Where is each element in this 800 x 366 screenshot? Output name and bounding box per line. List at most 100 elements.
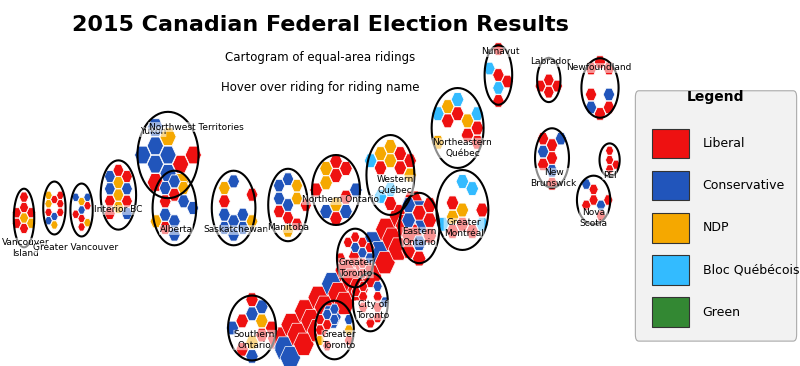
Polygon shape	[320, 205, 333, 219]
Polygon shape	[122, 208, 133, 220]
Polygon shape	[281, 313, 302, 336]
Polygon shape	[321, 306, 341, 328]
Polygon shape	[456, 175, 469, 188]
Polygon shape	[218, 208, 230, 221]
Polygon shape	[603, 195, 613, 205]
Polygon shape	[169, 175, 180, 188]
Polygon shape	[493, 43, 504, 55]
Polygon shape	[585, 101, 597, 114]
Text: Newfoundland: Newfoundland	[566, 63, 631, 72]
Text: Conservative: Conservative	[702, 179, 785, 192]
Text: Hover over riding for riding name: Hover over riding for riding name	[221, 81, 419, 94]
Polygon shape	[72, 210, 79, 219]
Polygon shape	[159, 195, 171, 208]
Polygon shape	[358, 269, 367, 279]
Polygon shape	[358, 302, 368, 312]
Polygon shape	[546, 165, 558, 177]
Polygon shape	[375, 218, 396, 240]
Text: New
Brunswick: New Brunswick	[530, 168, 577, 188]
Polygon shape	[471, 121, 484, 135]
Text: Cartogram of equal-area ridings: Cartogram of equal-area ridings	[225, 51, 415, 64]
Polygon shape	[282, 212, 294, 224]
Polygon shape	[543, 74, 554, 86]
Polygon shape	[342, 269, 362, 291]
Polygon shape	[339, 190, 352, 204]
Polygon shape	[246, 335, 258, 349]
Polygon shape	[237, 221, 249, 234]
Polygon shape	[246, 350, 258, 363]
Text: Vancouver
Island: Vancouver Island	[2, 238, 50, 258]
Polygon shape	[57, 191, 64, 199]
Polygon shape	[78, 206, 86, 214]
Polygon shape	[493, 82, 504, 94]
Polygon shape	[365, 253, 374, 263]
Polygon shape	[374, 161, 387, 175]
Polygon shape	[374, 147, 387, 161]
Polygon shape	[552, 80, 562, 92]
Polygon shape	[173, 173, 189, 191]
Polygon shape	[159, 208, 171, 221]
Polygon shape	[255, 314, 268, 328]
Polygon shape	[606, 165, 614, 174]
Polygon shape	[456, 217, 469, 231]
Polygon shape	[314, 296, 335, 318]
Polygon shape	[451, 93, 464, 107]
Polygon shape	[596, 211, 606, 221]
Polygon shape	[350, 183, 362, 197]
Polygon shape	[122, 183, 133, 195]
Polygon shape	[45, 191, 52, 199]
Polygon shape	[358, 281, 368, 291]
Polygon shape	[442, 100, 454, 113]
Polygon shape	[446, 196, 459, 210]
FancyBboxPatch shape	[652, 129, 689, 158]
Polygon shape	[320, 176, 333, 190]
Polygon shape	[78, 214, 86, 223]
Polygon shape	[274, 337, 294, 359]
Polygon shape	[169, 188, 180, 201]
Polygon shape	[178, 182, 190, 194]
FancyBboxPatch shape	[652, 171, 689, 201]
Polygon shape	[72, 193, 79, 201]
Polygon shape	[159, 182, 171, 194]
Polygon shape	[585, 88, 597, 101]
Polygon shape	[373, 292, 382, 302]
Polygon shape	[493, 69, 504, 81]
Polygon shape	[104, 208, 115, 220]
Polygon shape	[446, 210, 459, 224]
Polygon shape	[343, 237, 353, 247]
Polygon shape	[274, 205, 285, 218]
Polygon shape	[134, 146, 151, 164]
Polygon shape	[228, 175, 239, 188]
Polygon shape	[589, 195, 598, 205]
Polygon shape	[50, 212, 58, 221]
Polygon shape	[364, 154, 377, 168]
Polygon shape	[159, 221, 171, 234]
Polygon shape	[169, 228, 180, 241]
Polygon shape	[471, 135, 484, 149]
Polygon shape	[185, 146, 202, 164]
Text: Interior BC: Interior BC	[94, 205, 142, 214]
FancyBboxPatch shape	[652, 297, 689, 327]
Polygon shape	[307, 320, 328, 342]
Polygon shape	[147, 119, 163, 137]
Polygon shape	[358, 248, 367, 258]
Polygon shape	[402, 191, 423, 213]
Polygon shape	[322, 341, 332, 351]
Polygon shape	[246, 188, 258, 201]
Polygon shape	[84, 193, 91, 201]
Polygon shape	[228, 228, 239, 241]
Polygon shape	[147, 173, 163, 191]
Polygon shape	[384, 197, 397, 210]
Text: PEI: PEI	[602, 171, 617, 179]
Polygon shape	[476, 203, 489, 217]
Text: Green: Green	[702, 306, 741, 319]
Text: Northwest Territories: Northwest Territories	[149, 123, 243, 131]
Polygon shape	[19, 213, 29, 223]
Text: 2015 Canadian Federal Election Results: 2015 Canadian Federal Election Results	[71, 15, 569, 35]
Polygon shape	[339, 161, 352, 175]
Polygon shape	[287, 323, 308, 346]
Polygon shape	[282, 199, 294, 211]
Text: Northeastern
Québec: Northeastern Québec	[433, 138, 492, 158]
Polygon shape	[104, 183, 115, 195]
Polygon shape	[237, 208, 249, 221]
